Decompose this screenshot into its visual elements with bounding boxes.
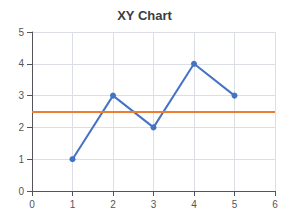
svg-text:2: 2	[110, 199, 116, 210]
svg-text:3: 3	[18, 90, 24, 101]
svg-text:0: 0	[18, 186, 24, 197]
svg-text:0: 0	[29, 199, 35, 210]
svg-text:6: 6	[272, 199, 278, 210]
svg-text:1: 1	[70, 199, 76, 210]
svg-text:XY Chart: XY Chart	[117, 8, 172, 23]
svg-text:4: 4	[191, 199, 197, 210]
svg-text:2: 2	[18, 122, 24, 133]
svg-text:4: 4	[18, 58, 24, 69]
svg-text:3: 3	[151, 199, 157, 210]
svg-text:5: 5	[232, 199, 238, 210]
svg-text:1: 1	[18, 154, 24, 165]
svg-text:5: 5	[18, 27, 24, 38]
